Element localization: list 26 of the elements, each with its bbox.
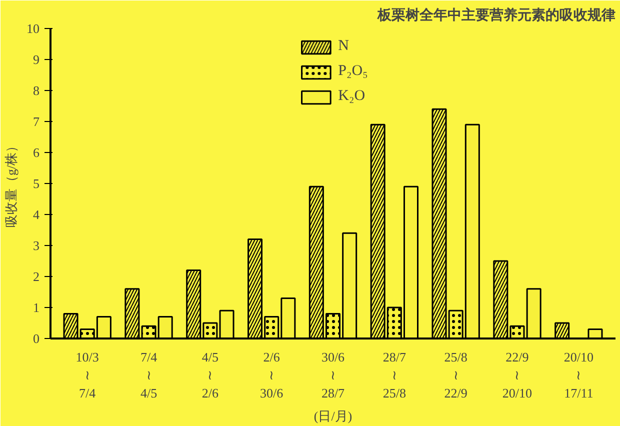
y-tick-label: 8: [33, 83, 40, 98]
y-tick-label: 7: [33, 114, 40, 129]
y-tick-label: 0: [33, 331, 40, 346]
x-tick-label: 7/4 ≀ 4/5: [140, 350, 158, 400]
x-tick-label: 10/3 ≀ 7/4: [76, 350, 99, 400]
y-tick-label: 2: [33, 269, 40, 284]
x-tick-label: 4/5 ≀ 2/6: [202, 350, 219, 400]
y-tick-label: 3: [33, 238, 40, 253]
x-tick-label: 20/10 ≀ 17/11: [564, 350, 594, 400]
legend-label: K₂O: [338, 88, 366, 105]
chart-title: 板栗树全年中主要营养元素的吸收规律: [376, 6, 616, 24]
legend-label: P₂O₅: [338, 63, 368, 80]
x-tick-label: 2/6 ≀ 30/6: [260, 350, 284, 400]
x-tick-label: 25/8 ≀ 22/9: [444, 350, 468, 400]
legend-label: N: [338, 38, 350, 55]
y-tick-label: 1: [33, 300, 40, 315]
y-axis-title: 吸收量（g/株）: [4, 139, 18, 228]
x-axis-title: (日/月): [314, 408, 352, 424]
y-tick-label: 4: [33, 207, 40, 222]
x-tick-label: 28/7 ≀ 25/8: [382, 350, 406, 400]
x-tick-label: 30/6 ≀ 28/7: [321, 350, 346, 400]
y-tick-label: 5: [33, 176, 40, 191]
y-tick-label: 10: [26, 21, 40, 36]
y-tick-label: 6: [33, 145, 40, 160]
x-tick-label: 22/9 ≀ 20/10: [502, 350, 532, 400]
y-tick-label: 9: [33, 52, 40, 67]
